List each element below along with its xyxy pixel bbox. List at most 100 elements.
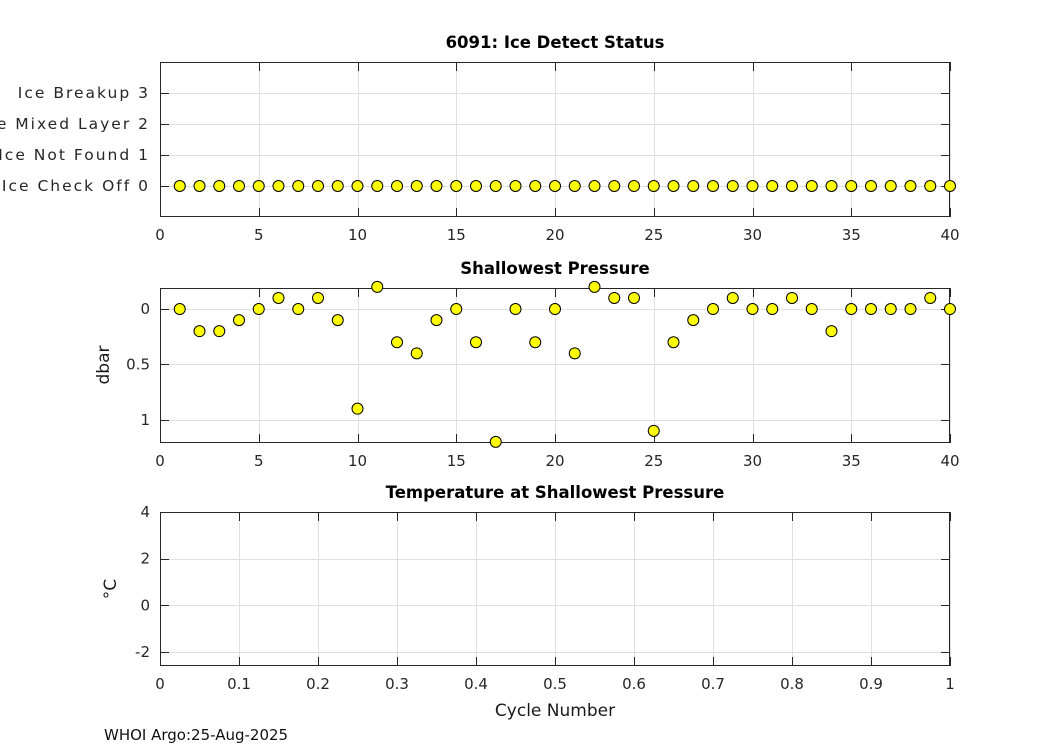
data-point-marker: [173, 303, 186, 316]
data-point-marker: [608, 291, 621, 304]
x-tick-label: 1: [945, 675, 955, 693]
data-point-marker: [312, 180, 324, 192]
data-point-marker: [726, 180, 739, 192]
data-point-marker: [292, 303, 305, 316]
plot-area: 0 5 10 15 20 25 30 35 40 Ice Check Off 0 Ice Not F…: [0, 61, 960, 244]
data-point-marker: [351, 402, 364, 415]
data-point-marker: [588, 280, 601, 293]
data-point-marker: [193, 180, 206, 192]
data-point-marker: [391, 336, 403, 349]
x-tick-label: 0.1: [227, 675, 251, 693]
data-point-marker: [331, 314, 344, 327]
data-point-marker: [805, 303, 818, 316]
tick-label-layer: 0 5 10 15 20 25 30 35 40 Ice Check Off 0 Ice Not F…: [0, 84, 960, 244]
data-point-marker: [489, 435, 502, 448]
data-point-marker: [865, 303, 877, 316]
tick-label-layer: 0 5 10 15 20 25 30 35 40 0 0.5 1: [126, 300, 959, 470]
x-tick-label: 30: [743, 226, 762, 244]
axes-box: [159, 287, 951, 444]
data-point-marker: [904, 180, 917, 192]
data-point-marker: [707, 303, 719, 316]
data-point-marker: [312, 291, 324, 304]
data-point-marker: [805, 180, 818, 192]
data-point-marker: [667, 180, 680, 192]
data-point-marker: [845, 303, 858, 316]
grid-layer: [160, 512, 951, 666]
plot2-ylabel: dbar: [94, 345, 114, 385]
data-point-marker: [825, 180, 838, 192]
data-point-marker: [884, 180, 897, 192]
data-point-marker: [193, 325, 206, 338]
x-tick-label: 5: [254, 452, 264, 470]
x-tick-label: 5: [254, 226, 264, 244]
data-point-marker: [213, 180, 226, 192]
data-point-marker: [647, 424, 660, 437]
plot3-xlabel: Cycle Number: [494, 701, 616, 721]
data-point-marker: [884, 303, 897, 316]
footer-watermark: WHOI Argo:25-Aug-2025: [104, 726, 289, 744]
y-tick-label: Ice Not Found 1: [0, 146, 150, 164]
x-tick-label: 0.6: [622, 675, 646, 693]
data-point-marker: [529, 180, 542, 192]
x-tick-label: 15: [447, 226, 466, 244]
data-point-marker: [450, 303, 463, 316]
data-point-marker: [766, 180, 779, 192]
data-point-marker: [786, 291, 798, 304]
plot2-title: Shallowest Pressure: [460, 259, 650, 278]
plot3-ylabel: °C: [101, 578, 121, 600]
temperature-plot: 0 0.1 0.2 0.3 0.4 0.5 0.6 0.7 0.8 0.9 1 -2 0 2 4: [135, 503, 955, 693]
data-point-marker: [924, 291, 937, 304]
shallowest-pressure-plot: 0 5 10 15 20 25 30 35 40 0 0.5 1: [126, 280, 960, 470]
x-tick-label: 25: [644, 452, 663, 470]
data-point-marker: [509, 180, 522, 192]
data-point-marker: [450, 180, 463, 192]
data-point-marker: [687, 314, 700, 327]
data-point-marker: [331, 180, 344, 192]
data-point-marker: [272, 180, 285, 192]
data-point-marker: [173, 180, 186, 192]
x-tick-label: 40: [940, 452, 959, 470]
x-tick-label: 0: [155, 452, 165, 470]
axes-box: [159, 511, 951, 667]
data-point-marker: [924, 180, 937, 192]
x-tick-label: 10: [348, 226, 367, 244]
x-tick-label: 10: [348, 452, 367, 470]
x-tick-label: 35: [842, 452, 861, 470]
plot1-title: 6091: Ice Detect Status: [445, 33, 665, 52]
data-point-marker: [865, 180, 877, 192]
grid-layer: [160, 62, 951, 217]
data-point-marker: [568, 180, 581, 192]
x-tick-label: 0.2: [306, 675, 330, 693]
data-point-marker: [628, 180, 640, 192]
data-point-marker: [430, 180, 443, 192]
data-point-marker: [470, 336, 482, 349]
data-point-marker: [647, 180, 660, 192]
data-point-marker: [233, 314, 245, 327]
data-point-marker: [707, 180, 719, 192]
data-point-marker: [292, 180, 305, 192]
data-point-marker: [410, 347, 423, 360]
x-tick-label: 15: [447, 452, 466, 470]
plot-area: 0 5 10 15 20 25 30 35 40 0 0.5 1: [126, 280, 960, 470]
x-tick-label: 0.7: [701, 675, 725, 693]
data-point-marker: [371, 280, 384, 293]
y-tick-label: 4: [140, 503, 150, 521]
y-tick-label: 0: [140, 596, 150, 614]
data-point-marker: [233, 180, 245, 192]
plot-area: 0 0.1 0.2 0.3 0.4 0.5 0.6 0.7 0.8 0.9 1 -2 0 2 4: [135, 503, 955, 693]
tick-label-layer: 0 0.1 0.2 0.3 0.4 0.5 0.6 0.7 0.8 0.9 1 -2 0 2 4: [135, 503, 955, 693]
data-point-marker: [509, 303, 522, 316]
data-point-marker: [944, 180, 956, 192]
x-tick-label: 30: [743, 452, 762, 470]
y-tick-label: 1: [140, 411, 150, 429]
data-point-marker: [667, 336, 680, 349]
data-point-marker: [628, 291, 640, 304]
markers-layer: [173, 180, 956, 192]
x-tick-label: 20: [545, 226, 564, 244]
x-tick-label: 0: [155, 226, 165, 244]
x-tick-label: 40: [940, 226, 959, 244]
x-tick-label: 25: [644, 226, 663, 244]
data-point-marker: [529, 336, 542, 349]
x-tick-label: 35: [842, 226, 861, 244]
